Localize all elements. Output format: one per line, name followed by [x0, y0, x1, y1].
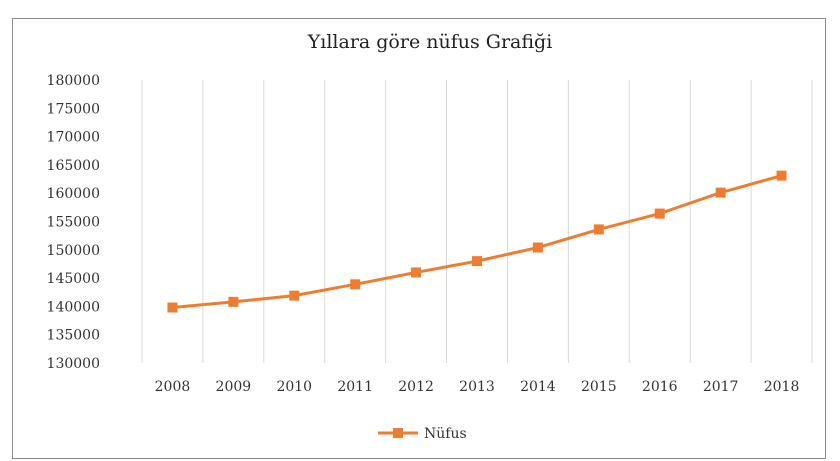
y-tick-label: 180000: [47, 73, 100, 89]
data-point: [350, 279, 361, 290]
x-tick-label: 2016: [642, 379, 678, 395]
data-point: [593, 224, 604, 235]
x-axis-ticks: 2008 2009 2010 2011 2012 2013 2014 2015 2016 2017…: [155, 379, 800, 395]
x-tick-label: 2018: [764, 379, 800, 395]
x-tick-label: 2011: [337, 379, 373, 395]
x-tick-label: 2017: [703, 379, 739, 395]
x-tick-label: 2014: [520, 379, 556, 395]
x-tick-label: 2008: [155, 379, 191, 395]
y-tick-label: 140000: [47, 299, 100, 315]
data-point: [289, 290, 300, 301]
x-tick-label: 2009: [216, 379, 252, 395]
data-point: [472, 256, 482, 267]
y-axis-ticks: 180000 175000 170000 165000 160000 155000 1500…: [47, 73, 100, 372]
data-point: [411, 267, 422, 278]
data-point: [715, 187, 726, 198]
data-point: [228, 296, 239, 307]
y-tick-label: 165000: [47, 158, 100, 174]
y-tick-label: 170000: [47, 130, 100, 146]
data-point: [776, 170, 787, 181]
y-tick-label: 150000: [47, 243, 100, 259]
y-tick-label: 130000: [47, 356, 100, 372]
chart-title: Yıllara göre nüfus Grafiği: [307, 31, 553, 53]
data-point: [654, 208, 665, 219]
x-tick-label: 2010: [276, 379, 312, 395]
legend-marker: [393, 428, 403, 438]
legend: Nüfus: [378, 426, 467, 442]
gridlines: [141, 80, 813, 363]
y-tick-label: 145000: [47, 271, 100, 287]
data-point: [167, 302, 178, 313]
y-tick-label: 135000: [47, 328, 100, 344]
series-layer: [167, 170, 787, 313]
y-tick-label: 175000: [47, 101, 100, 117]
x-tick-label: 2015: [581, 379, 617, 395]
legend-label: Nüfus: [424, 426, 467, 442]
y-tick-label: 155000: [47, 215, 100, 231]
data-point: [532, 242, 543, 253]
y-tick-label: 160000: [47, 186, 100, 202]
x-tick-label: 2012: [398, 379, 434, 395]
x-tick-label: 2013: [459, 379, 495, 395]
